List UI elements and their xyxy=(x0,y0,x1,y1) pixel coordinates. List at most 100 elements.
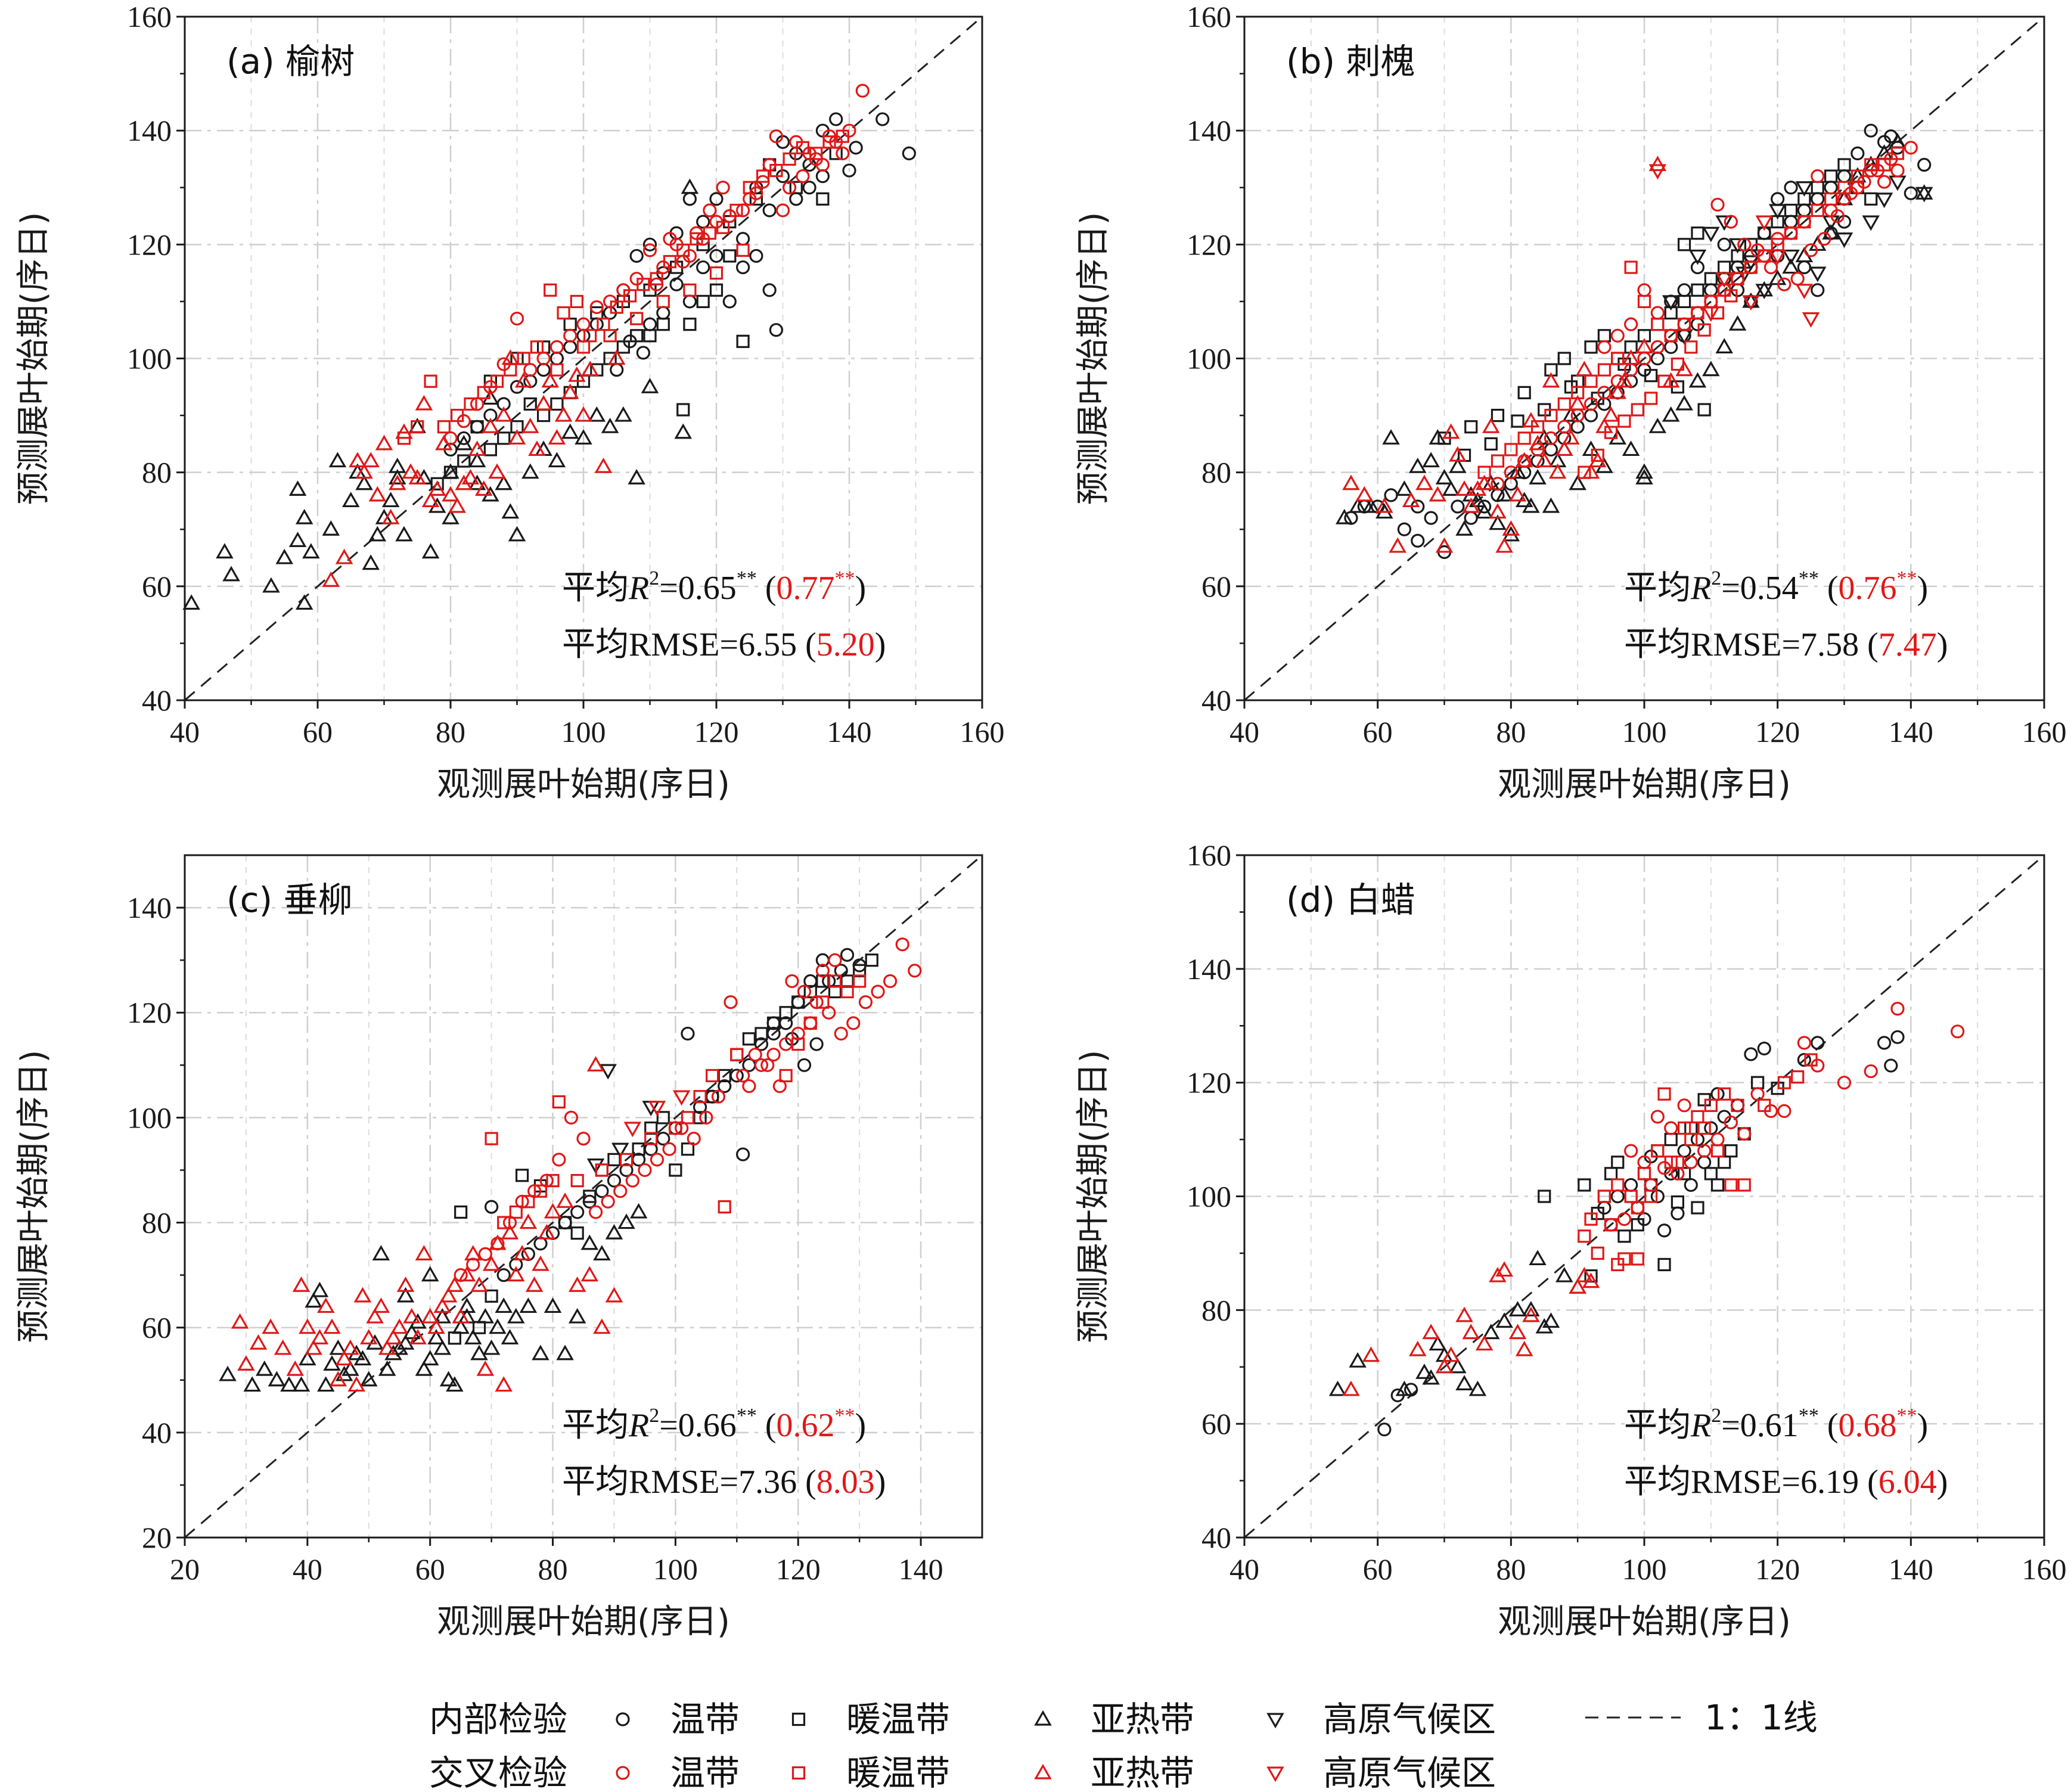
point-cross-warm xyxy=(1724,1178,1738,1192)
point-internal-temperate xyxy=(1464,511,1478,525)
point-internal-subtropical xyxy=(280,1376,298,1392)
point-internal-warm xyxy=(536,340,551,354)
point-internal-warm xyxy=(1718,260,1731,274)
point-cross-temperate xyxy=(754,1058,769,1072)
point-cross-temperate xyxy=(663,232,677,246)
point-cross-temperate xyxy=(1864,1064,1878,1079)
series-internal-warm xyxy=(430,147,843,490)
point-cross-warm xyxy=(1697,323,1711,337)
point-cross-warm xyxy=(1651,1144,1665,1158)
point-internal-subtropical xyxy=(521,463,539,479)
legend-marker-cross-circle xyxy=(616,1766,630,1780)
point-internal-subtropical xyxy=(378,1360,396,1376)
point-cross-temperate xyxy=(470,397,485,411)
point-internal-subtropical xyxy=(629,1203,648,1219)
point-internal-warm xyxy=(483,374,498,388)
point-internal-plateau xyxy=(1702,226,1720,243)
point-internal-warm xyxy=(515,1169,529,1182)
x-tick-label: 120 xyxy=(694,715,739,749)
point-cross-subtropical xyxy=(474,480,493,496)
point-cross-subtropical xyxy=(1515,1340,1533,1356)
point-cross-temperate xyxy=(1777,1104,1791,1118)
point-internal-temperate xyxy=(1424,511,1438,525)
point-cross-subtropical xyxy=(1402,492,1420,508)
point-cross-subtropical xyxy=(360,1329,378,1344)
point-cross-temperate xyxy=(1544,431,1558,445)
series-internal-plateau xyxy=(1662,175,1933,345)
point-internal-subtropical xyxy=(556,1344,574,1361)
point-cross-subtropical xyxy=(1648,156,1667,172)
point-internal-subtropical xyxy=(501,1329,519,1344)
x-tick-label: 120 xyxy=(1755,1552,1800,1586)
point-cross-warm xyxy=(1684,340,1698,354)
series-internal-plateau xyxy=(586,1064,660,1174)
point-cross-warm xyxy=(437,420,451,434)
point-internal-warm xyxy=(536,408,551,423)
point-internal-subtropical xyxy=(243,1376,261,1392)
point-internal-warm xyxy=(696,294,710,309)
point-internal-warm xyxy=(1671,1195,1685,1209)
point-cross-subtropical xyxy=(1569,1278,1586,1294)
point-cross-temperate xyxy=(1724,1115,1738,1130)
point-internal-temperate xyxy=(1704,1121,1718,1135)
point-internal-subtropical xyxy=(323,1355,341,1371)
point-cross-temperate xyxy=(1631,1200,1645,1215)
point-cross-warm xyxy=(1624,1190,1638,1203)
point-cross-warm xyxy=(1731,1098,1744,1112)
point-cross-subtropical xyxy=(556,1192,574,1208)
point-internal-subtropical xyxy=(628,469,645,485)
point-cross-warm xyxy=(530,340,544,354)
point-internal-plateau xyxy=(1715,215,1733,231)
point-cross-temperate xyxy=(1583,397,1598,411)
point-cross-subtropical xyxy=(428,480,446,496)
point-cross-warm xyxy=(1591,448,1604,462)
point-cross-temperate xyxy=(815,157,830,172)
point-cross-warm xyxy=(552,1095,566,1109)
point-cross-warm xyxy=(1724,289,1738,303)
point-internal-temperate xyxy=(558,1215,572,1230)
x-tick-label: 40 xyxy=(293,1552,322,1586)
point-cross-subtropical xyxy=(532,1255,549,1271)
point-cross-subtropical xyxy=(1529,434,1547,451)
point-internal-temperate xyxy=(735,232,750,246)
point-internal-subtropical xyxy=(468,452,486,468)
point-cross-warm xyxy=(1784,226,1798,240)
point-cross-subtropical xyxy=(1462,497,1480,513)
point-internal-plateau xyxy=(1835,232,1853,248)
point-internal-temperate xyxy=(842,163,856,178)
point-cross-subtropical xyxy=(368,486,387,502)
point-internal-plateau xyxy=(1768,204,1787,220)
point-cross-temperate xyxy=(564,1110,579,1125)
point-internal-subtropical xyxy=(341,492,360,508)
point-internal-subtropical xyxy=(442,463,459,479)
point-cross-subtropical xyxy=(1622,349,1640,365)
point-cross-subtropical xyxy=(586,1056,605,1072)
point-cross-subtropical xyxy=(452,1307,470,1324)
point-cross-subtropical xyxy=(1602,406,1620,422)
point-internal-temperate xyxy=(1671,1206,1685,1220)
series-internal-temperate xyxy=(1377,1030,1905,1437)
y-tick-label: 120 xyxy=(1187,228,1231,261)
point-cross-subtropical xyxy=(1495,1261,1513,1277)
point-cross-warm xyxy=(1611,1178,1625,1192)
point-internal-warm xyxy=(723,249,737,263)
point-cross-warm xyxy=(497,1216,511,1229)
point-internal-plateau xyxy=(586,1159,605,1174)
point-cross-temperate xyxy=(1737,237,1752,251)
point-cross-warm xyxy=(1837,181,1851,194)
point-internal-warm xyxy=(457,454,471,468)
point-internal-subtropical xyxy=(501,503,520,519)
point-cross-temperate xyxy=(638,1163,652,1178)
point-internal-subtropical xyxy=(1482,1324,1500,1340)
point-cross-subtropical xyxy=(335,1350,353,1366)
point-internal-subtropical xyxy=(1328,1380,1347,1396)
point-cross-subtropical xyxy=(561,383,579,399)
point-internal-warm xyxy=(681,1142,695,1156)
point-internal-subtropical xyxy=(396,1334,415,1350)
point-cross-subtropical xyxy=(1489,503,1507,519)
point-cross-warm xyxy=(1557,397,1571,411)
point-internal-subtropical xyxy=(433,1339,452,1355)
y-tick-label: 160 xyxy=(1187,0,1231,33)
point-internal-warm xyxy=(523,397,537,411)
point-cross-subtropical xyxy=(322,572,340,587)
